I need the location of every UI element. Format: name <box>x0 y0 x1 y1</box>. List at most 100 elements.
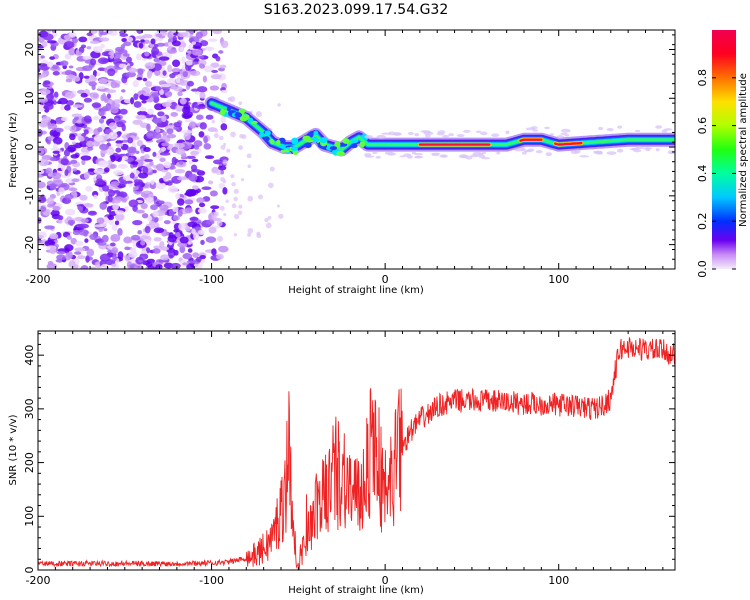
noise-blob <box>176 198 185 206</box>
spectrogram-ytick-label: 20 <box>23 43 36 57</box>
noise-blob <box>143 153 150 160</box>
noise-blob <box>89 30 98 34</box>
noise-blob <box>162 175 168 182</box>
noise-blob <box>61 116 68 122</box>
noise-blob <box>218 50 224 54</box>
noise-blob <box>132 161 139 166</box>
noise-blob <box>104 167 110 173</box>
noise-blob <box>208 38 218 42</box>
noise-blob <box>98 37 110 42</box>
halo-blob <box>456 134 465 138</box>
noise-blob <box>126 146 137 154</box>
noise-blob <box>139 235 149 240</box>
noise-blob <box>196 105 206 110</box>
spectrogram-xtick-label: 100 <box>548 273 569 286</box>
noise-blob <box>93 46 103 53</box>
noise-blob <box>182 253 193 260</box>
noise-blob <box>163 89 169 94</box>
noise-blob <box>71 37 79 44</box>
noise-blob <box>102 184 110 192</box>
halo-blob <box>655 125 663 129</box>
noise-blob <box>144 62 156 70</box>
noise-blob <box>220 115 226 124</box>
noise-blob <box>114 210 125 215</box>
noise-blob <box>64 104 71 111</box>
noise-blob <box>125 56 132 64</box>
noise-blob <box>171 67 181 73</box>
noise-blob <box>150 38 156 45</box>
noise-blob <box>141 100 147 104</box>
noise-blob <box>38 63 48 67</box>
noise-blob <box>177 209 183 217</box>
noise-blob <box>110 181 120 187</box>
snr-panel: -200 -100 0 100 0 100 200 300 400 Height of stra… <box>8 330 676 596</box>
noise-blob <box>115 140 123 144</box>
ridge-blob <box>313 130 319 136</box>
noise-blob <box>154 69 161 77</box>
noise-blob <box>177 32 188 38</box>
halo-blob <box>481 157 491 160</box>
noise-blob <box>222 179 227 184</box>
halo-blob <box>414 133 420 137</box>
halo-blob <box>574 149 581 154</box>
noise-blob <box>196 197 205 203</box>
ridge-blob <box>291 137 299 145</box>
noise-blob <box>54 118 64 125</box>
snr-marks <box>38 337 675 570</box>
noise-blob <box>114 83 120 88</box>
halo-blob <box>505 130 510 135</box>
noise-blob <box>182 71 188 78</box>
noise-blob <box>68 31 77 38</box>
noise-blob <box>46 140 51 145</box>
colorbar-label: Normalized spectral amplitude <box>738 73 749 227</box>
noise-blob <box>153 227 165 234</box>
noise-blob <box>51 172 62 180</box>
noise-blob <box>86 32 93 37</box>
ridge-blob <box>290 146 298 152</box>
noise-blob <box>246 153 252 159</box>
noise-blob <box>60 104 65 111</box>
noise-blob <box>218 135 224 141</box>
noise-blob <box>57 215 64 221</box>
halo-blob <box>439 154 447 158</box>
noise-blob <box>119 108 128 115</box>
noise-blob <box>192 252 200 258</box>
noise-blob <box>178 222 186 231</box>
noise-blob <box>142 166 149 175</box>
noise-blob <box>152 210 159 218</box>
halo-blob <box>521 151 527 155</box>
noise-blob <box>40 55 45 59</box>
noise-blob <box>88 128 94 134</box>
noise-blob <box>93 115 99 120</box>
noise-blob <box>83 75 90 79</box>
noise-blob <box>132 119 143 125</box>
ridge-blob <box>336 150 345 157</box>
ridge-blob <box>359 141 366 148</box>
noise-blob <box>46 197 55 205</box>
noise-blob <box>64 54 71 59</box>
halo-blob <box>387 131 396 136</box>
ridge-blob <box>263 136 270 142</box>
noise-blob <box>38 98 49 103</box>
noise-blob <box>149 220 155 225</box>
spectrogram-xtick-label: -100 <box>199 273 224 286</box>
halo-blob <box>372 151 378 154</box>
noise-blob <box>185 64 192 71</box>
spectrogram-ytick-label: 10 <box>23 91 36 105</box>
noise-blob <box>146 197 154 204</box>
noise-blob <box>46 93 55 101</box>
noise-blob <box>43 33 54 41</box>
noise-blob <box>184 207 193 214</box>
noise-blob <box>147 70 153 77</box>
halo-blob <box>544 126 550 130</box>
noise-blob <box>152 118 163 124</box>
noise-blob <box>211 248 217 256</box>
noise-blob <box>52 71 60 76</box>
noise-blob <box>97 85 106 90</box>
noise-blob <box>135 150 140 155</box>
noise-blob <box>78 36 88 43</box>
noise-blob <box>192 185 199 190</box>
noise-blob <box>38 201 42 210</box>
noise-blob <box>247 164 252 169</box>
noise-blob <box>160 246 170 251</box>
